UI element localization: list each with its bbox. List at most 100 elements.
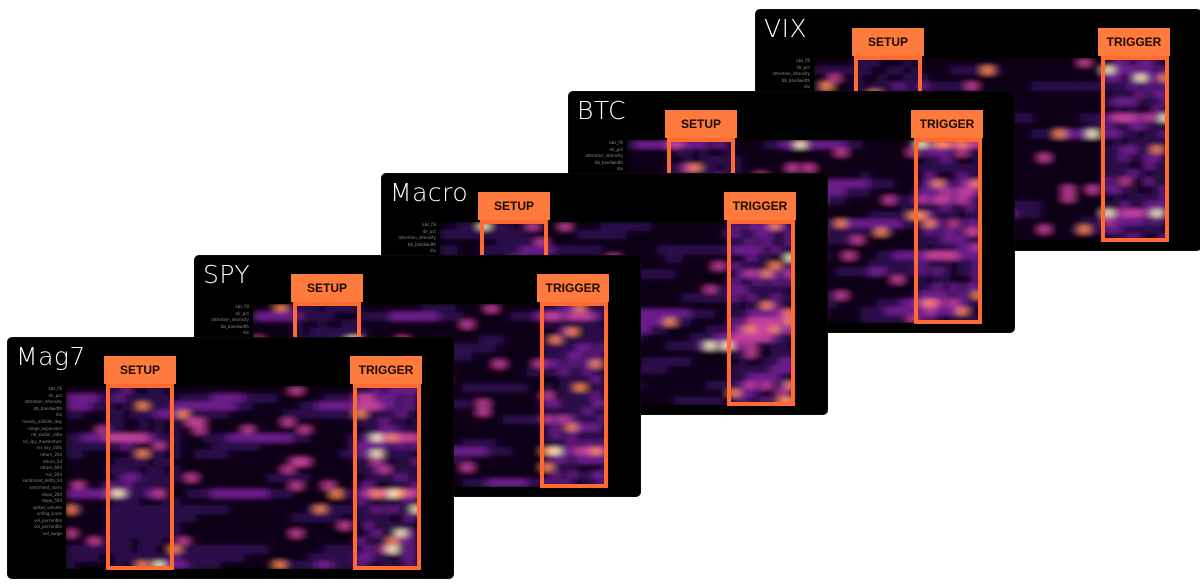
heatmap-cell	[591, 319, 601, 329]
heatmap-cell	[1039, 225, 1049, 234]
heatmap-cell	[925, 219, 935, 229]
heatmap-cell	[340, 545, 349, 554]
heatmap-cell	[778, 341, 788, 350]
heatmap-cell	[583, 327, 593, 337]
heatmap-cell	[1112, 89, 1122, 99]
heatmap-cell	[412, 401, 421, 411]
heatmap-cell	[1080, 129, 1089, 139]
heatmap-cell	[861, 187, 870, 197]
heatmap-cell	[869, 179, 878, 189]
heatmap-cell	[909, 299, 919, 308]
heatmap-cell	[746, 253, 756, 263]
heatmap-cell	[788, 140, 798, 149]
heatmap-cell	[738, 381, 748, 390]
heatmap-cell	[754, 237, 764, 247]
heatmap-cell	[674, 357, 683, 366]
feature-label: rsvi_20d	[45, 471, 62, 477]
heatmap-cell	[146, 465, 156, 475]
heatmap-cell	[98, 489, 107, 498]
heatmap-cell	[154, 449, 164, 459]
heatmap-cell	[130, 473, 140, 483]
heatmap-cell	[162, 513, 172, 522]
heatmap-cell	[98, 425, 107, 435]
heatmap-cell	[762, 253, 772, 263]
heatmap-cell	[316, 409, 325, 419]
heatmap-cell	[404, 545, 414, 554]
heatmap-cell	[1160, 169, 1169, 178]
heatmap-cell	[454, 351, 464, 361]
heatmap-cell	[364, 521, 374, 530]
heatmap-cell	[902, 58, 912, 67]
heatmap-cell	[591, 335, 601, 345]
heatmap-cell	[146, 481, 156, 491]
heatmap-cell	[852, 219, 862, 229]
heatmap-cell	[528, 245, 538, 255]
heatmap-cell	[551, 359, 561, 369]
heatmap-cell	[154, 409, 164, 419]
heatmap-cell	[275, 489, 285, 498]
heatmap-cell	[786, 253, 795, 263]
heatmap-cell	[567, 335, 577, 345]
heatmap-cell	[364, 417, 374, 427]
heatmap-cell	[762, 381, 772, 390]
heatmap-cell	[730, 389, 740, 398]
heatmap-cell	[567, 383, 577, 393]
heatmap-cell	[396, 505, 406, 514]
feature-label: rel_vxy_ratio	[36, 445, 62, 451]
heatmap-cell	[122, 394, 132, 403]
heatmap-cell	[536, 222, 546, 231]
heatmap-cell	[957, 267, 967, 276]
heatmap-cell	[738, 365, 748, 374]
heatmap-cell	[495, 335, 504, 345]
heatmap-cell	[754, 285, 764, 295]
heatmap-cell	[746, 269, 756, 279]
heatmap-cell	[357, 327, 367, 337]
heatmap-cell	[1096, 217, 1106, 226]
heatmap-cell	[575, 359, 585, 369]
heatmap-cell	[957, 140, 967, 149]
heatmap-cell	[364, 553, 374, 562]
heatmap-cell	[1104, 217, 1114, 226]
heatmap-cell	[454, 312, 464, 321]
heatmap-cell	[730, 285, 740, 295]
heatmap-cell	[917, 148, 927, 157]
heatmap-cell	[219, 433, 228, 443]
heatmap-cell	[448, 230, 457, 239]
heatmap-cell	[364, 449, 374, 459]
heatmap-cell	[98, 545, 107, 554]
heatmap-cell	[372, 537, 382, 546]
heatmap-cell	[90, 433, 99, 443]
heatmap-cell	[762, 285, 772, 295]
heatmap-cell	[404, 394, 414, 403]
heatmap-cell	[146, 529, 156, 538]
heatmap-cell	[308, 561, 317, 569]
heatmap-cell	[1152, 225, 1162, 234]
feature-label: attention_intensity	[585, 153, 623, 159]
heatmap-cell	[657, 269, 667, 279]
heatmap-cell	[778, 357, 788, 366]
heatmap-cell	[146, 513, 156, 522]
heatmap-cell	[933, 307, 943, 316]
heatmap-cell	[714, 293, 723, 303]
heatmap-cell	[844, 227, 854, 237]
heatmap-cell	[1128, 81, 1138, 91]
heatmap-cell	[925, 163, 935, 173]
heatmap-cell	[738, 397, 748, 405]
heatmap-cell	[187, 409, 196, 419]
heatmap-cell	[949, 291, 959, 300]
heatmap-cell	[559, 327, 569, 337]
heatmap-cell	[778, 389, 788, 398]
heatmap-cell	[941, 140, 951, 149]
heatmap-cell	[730, 333, 740, 342]
heatmap-cell	[909, 219, 919, 229]
heatmap-cell	[893, 315, 902, 323]
heatmap-cell	[917, 219, 927, 229]
heatmap-cell	[130, 553, 140, 562]
heatmap-cell	[412, 386, 421, 395]
heatmap-cell	[561, 222, 570, 231]
heatmap-cell	[503, 479, 512, 487]
heatmap-cell	[925, 171, 935, 181]
heatmap-cell	[146, 401, 156, 411]
heatmap-cell	[828, 227, 838, 237]
heatmap-cell	[1112, 73, 1122, 83]
